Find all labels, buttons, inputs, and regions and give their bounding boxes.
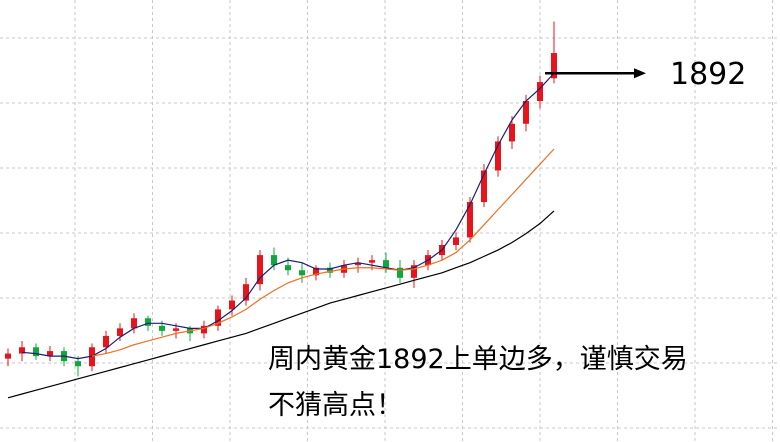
candle-body xyxy=(159,325,165,331)
candle-body xyxy=(33,347,39,357)
candle-body xyxy=(145,318,151,326)
candle-body xyxy=(313,267,319,276)
candle-body xyxy=(103,335,109,348)
candle-body xyxy=(481,170,487,203)
candle-body xyxy=(5,353,11,359)
note-line: 周内黄金1892上单边多，谨慎交易 xyxy=(268,344,688,375)
candle-body xyxy=(411,265,417,278)
candle-body xyxy=(467,202,473,238)
candle-body xyxy=(383,260,389,268)
candle-body xyxy=(327,267,333,273)
candle-body xyxy=(271,255,277,266)
candle-body xyxy=(75,361,81,367)
candle-body xyxy=(397,267,403,278)
candle-body xyxy=(201,325,207,334)
candle-body xyxy=(47,351,53,357)
candle-body xyxy=(89,347,95,367)
candle-body xyxy=(19,347,25,354)
plot xyxy=(5,21,557,399)
candle-body xyxy=(551,53,557,79)
candle-body xyxy=(243,284,249,301)
candle-body xyxy=(523,101,529,124)
moving-average-line xyxy=(21,72,555,360)
candle-body xyxy=(229,300,235,310)
candle-body xyxy=(537,82,543,102)
moving-average-line xyxy=(7,210,555,399)
candle-body xyxy=(173,328,179,331)
candle-body xyxy=(131,318,137,329)
moving-average-line xyxy=(91,148,555,357)
candle-body xyxy=(285,265,291,271)
annotation-label: 1892 xyxy=(670,57,746,92)
candle-body xyxy=(299,270,305,276)
candle-body xyxy=(509,123,515,142)
note-line: 不猜高点！ xyxy=(268,390,403,421)
candle-body xyxy=(215,309,221,326)
candle-body xyxy=(355,262,361,266)
annotation-arrowhead xyxy=(634,68,646,79)
candle-body xyxy=(257,255,263,285)
candle-body xyxy=(369,260,375,263)
candle-body xyxy=(495,141,501,171)
candle-body xyxy=(117,328,123,336)
candle-body xyxy=(453,237,459,245)
